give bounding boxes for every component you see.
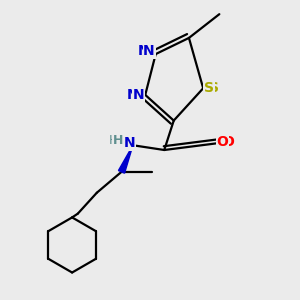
Text: H: H [112, 134, 123, 147]
Polygon shape [118, 145, 133, 173]
Text: N: N [127, 88, 139, 102]
Text: O: O [222, 135, 234, 149]
Text: N: N [133, 88, 144, 102]
Text: S: S [209, 81, 219, 95]
Text: N: N [118, 136, 129, 150]
Text: N: N [143, 44, 155, 58]
Text: H: H [108, 134, 118, 147]
Text: O: O [216, 135, 228, 149]
Text: N: N [137, 44, 149, 58]
Text: S: S [204, 81, 214, 95]
Text: N: N [123, 136, 135, 150]
